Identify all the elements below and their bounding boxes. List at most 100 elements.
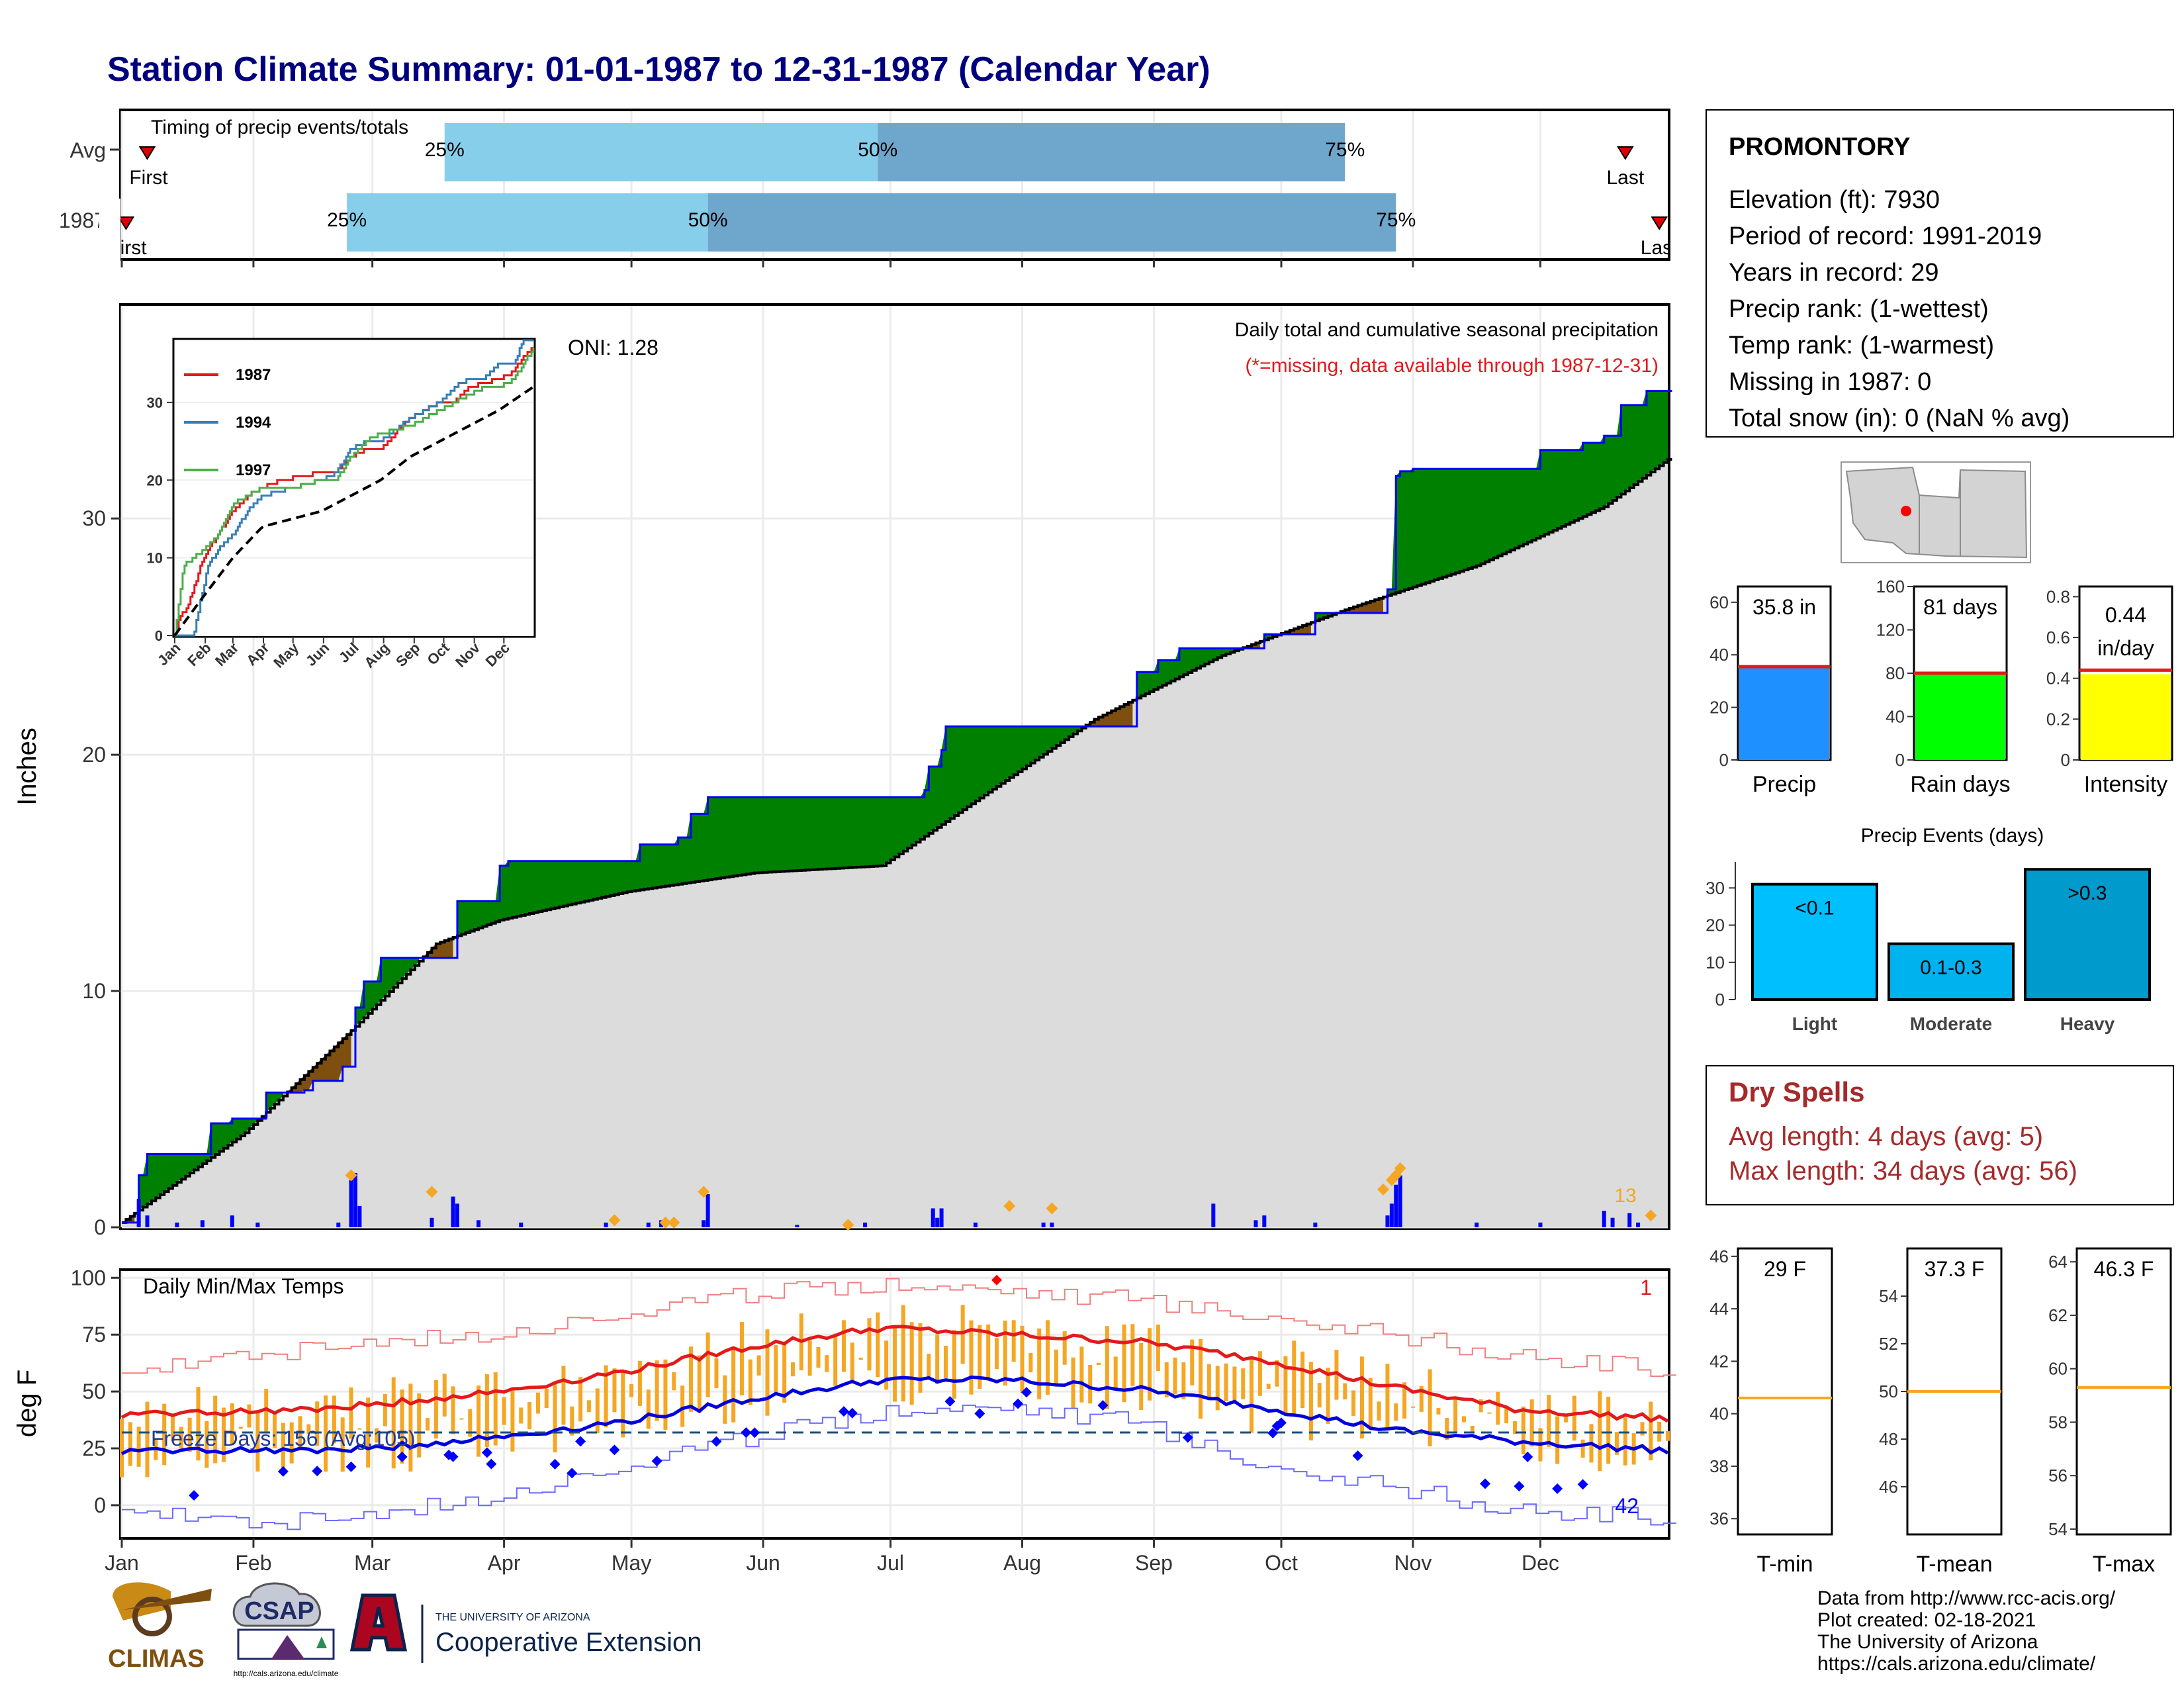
daily-temp-bar xyxy=(1088,1364,1093,1404)
daily-precip-bar xyxy=(455,1203,459,1227)
daily-temp-bar xyxy=(918,1323,923,1393)
summary-bar-name: Rain days xyxy=(1910,772,2010,797)
last-event-marker xyxy=(1651,216,1668,230)
daily-temp-bar xyxy=(1343,1383,1347,1399)
temp-ylabel: deg F xyxy=(13,1370,42,1437)
record-low-marker xyxy=(711,1436,722,1447)
daily-temp-bar xyxy=(723,1375,727,1424)
daily-temp-bar xyxy=(621,1371,625,1438)
daily-precip-bar xyxy=(702,1220,706,1227)
daily-temp-bar xyxy=(960,1305,965,1364)
record-low-marker xyxy=(575,1436,586,1447)
extreme-precip-marker xyxy=(698,1186,710,1198)
summary-y-tick-label: 120 xyxy=(1876,620,1905,640)
map-region-shape xyxy=(1845,466,2028,559)
daily-temp-bar xyxy=(858,1357,863,1360)
timing-pct-label: 25% xyxy=(327,209,367,231)
daily-temp-bar xyxy=(1385,1364,1390,1430)
extreme-precip-marker xyxy=(1394,1162,1406,1174)
daily-temp-bar xyxy=(273,1413,277,1448)
precip-ylabel: Inches xyxy=(13,727,42,806)
events-bar-label: 0.1-0.3 xyxy=(1920,957,1981,979)
footer-logos: CLIMAS CSAP http://cals.arizona.edu/clim… xyxy=(108,1582,702,1678)
events-y-tick-label: 20 xyxy=(1706,915,1725,935)
daily-precip-bar xyxy=(136,1199,141,1227)
temp-summary-frame xyxy=(2075,1247,2172,1536)
summary-y-tick-label: 0.4 xyxy=(2046,669,2070,688)
last-event-label: Last xyxy=(1606,167,1644,189)
university-logo: THE UNIVERSITY OF ARIZONA Cooperative Ex… xyxy=(349,1593,702,1663)
temp-summary-y-tick-label: 46 xyxy=(1879,1477,1898,1497)
events-bar xyxy=(2024,868,2151,1002)
extreme-precip-marker xyxy=(659,1216,672,1229)
summary-value-label: 0.44 xyxy=(2105,603,2146,627)
daily-temp-bar xyxy=(1250,1358,1254,1433)
daily-temp-bar xyxy=(1410,1406,1415,1408)
temp-summary-charts: 36 38 40 42 44 46 29 F T-min 46 48 50 52 54 37.3 F T-m… xyxy=(1709,1246,2172,1577)
events-bar xyxy=(1751,882,1878,1001)
events-category-label: Heavy xyxy=(2060,1013,2115,1034)
events-y-tick-label: 30 xyxy=(1706,878,1725,898)
daily-temp-bar xyxy=(1097,1362,1101,1366)
extreme-precip-marker xyxy=(668,1216,680,1229)
extreme-precip-marker xyxy=(842,1219,854,1231)
events-bar-label: >0.3 xyxy=(2068,882,2107,904)
daily-temp-bar xyxy=(383,1393,387,1427)
daily-precip-bar xyxy=(1041,1222,1046,1227)
record-low-marker xyxy=(609,1444,620,1456)
inset-y-tick-label: 30 xyxy=(147,395,163,411)
extreme-precip-marker xyxy=(1003,1199,1016,1212)
daily-precip-bar xyxy=(1602,1211,1606,1227)
daily-precip-bar xyxy=(349,1180,353,1227)
extreme-precip-marker xyxy=(1645,1209,1657,1222)
temp-summary-y-tick-label: 46 xyxy=(1709,1246,1729,1266)
temp-summary-y-tick-label: 56 xyxy=(2048,1466,2068,1485)
record-low-marker xyxy=(741,1427,752,1438)
coop-ext-label: Cooperative Extension xyxy=(435,1628,702,1657)
daily-temp-bar xyxy=(1572,1395,1576,1441)
precip-y-tick-label: 30 xyxy=(82,506,106,530)
record-low-marker xyxy=(838,1406,849,1417)
daily-temp-bar xyxy=(1199,1338,1203,1419)
daily-temp-bar xyxy=(171,1415,175,1442)
record-low-marker xyxy=(396,1451,408,1462)
daily-temp-bar xyxy=(995,1338,999,1369)
daily-precip-bar xyxy=(646,1222,651,1227)
record-low-marker xyxy=(312,1466,323,1477)
daily-temp-bar xyxy=(782,1341,787,1403)
precip-events-title: Precip Events (days) xyxy=(1861,825,2044,847)
station-info-line: Temp rank: (1-warmest) xyxy=(1729,332,1994,359)
daily-temp-bar xyxy=(1394,1403,1398,1421)
record-low-marker xyxy=(1577,1479,1588,1490)
summary-y-tick-label: 40 xyxy=(1709,645,1729,665)
temp-summary-value-label: 37.3 F xyxy=(1925,1257,1985,1281)
daily-temp-bar xyxy=(527,1402,532,1430)
daily-temp-bar xyxy=(255,1410,260,1472)
temp-summary-y-tick-label: 48 xyxy=(1879,1429,1898,1449)
daily-temp-bar xyxy=(1512,1421,1517,1434)
daily-temp-bar xyxy=(1300,1351,1305,1408)
daily-temp-bar xyxy=(1326,1368,1330,1424)
daily-temp-bar xyxy=(1470,1426,1475,1432)
timing-bar-50-75 xyxy=(707,193,1396,252)
daily-temp-bar xyxy=(145,1401,150,1477)
daily-temp-bar xyxy=(1037,1328,1042,1399)
daily-temp-bar xyxy=(927,1354,931,1379)
daily-temp-bar xyxy=(578,1377,583,1422)
last-event-marker xyxy=(1617,146,1634,160)
daily-temp-bar xyxy=(1122,1324,1126,1403)
temp-summary-y-tick-label: 54 xyxy=(2048,1519,2068,1539)
daily-temp-bar xyxy=(1020,1325,1024,1393)
daily-precip-bar xyxy=(973,1222,978,1227)
temp-summary-y-tick-label: 58 xyxy=(2048,1412,2068,1432)
daily-temp-bar xyxy=(205,1421,209,1468)
daily-temp-bar xyxy=(1190,1339,1195,1385)
daily-temp-bar xyxy=(901,1305,905,1402)
extreme-precip-marker xyxy=(426,1186,438,1198)
summary-value-label: 81 days xyxy=(1923,595,1997,619)
daily-temp-bar xyxy=(535,1392,540,1414)
station-info-box: PROMONTORY Elevation (ft): 7930 Period of… xyxy=(1706,109,2174,438)
daily-temp-bar xyxy=(561,1366,566,1425)
daily-temp-bar xyxy=(1649,1401,1653,1461)
timing-row-label: Avg xyxy=(69,138,106,162)
